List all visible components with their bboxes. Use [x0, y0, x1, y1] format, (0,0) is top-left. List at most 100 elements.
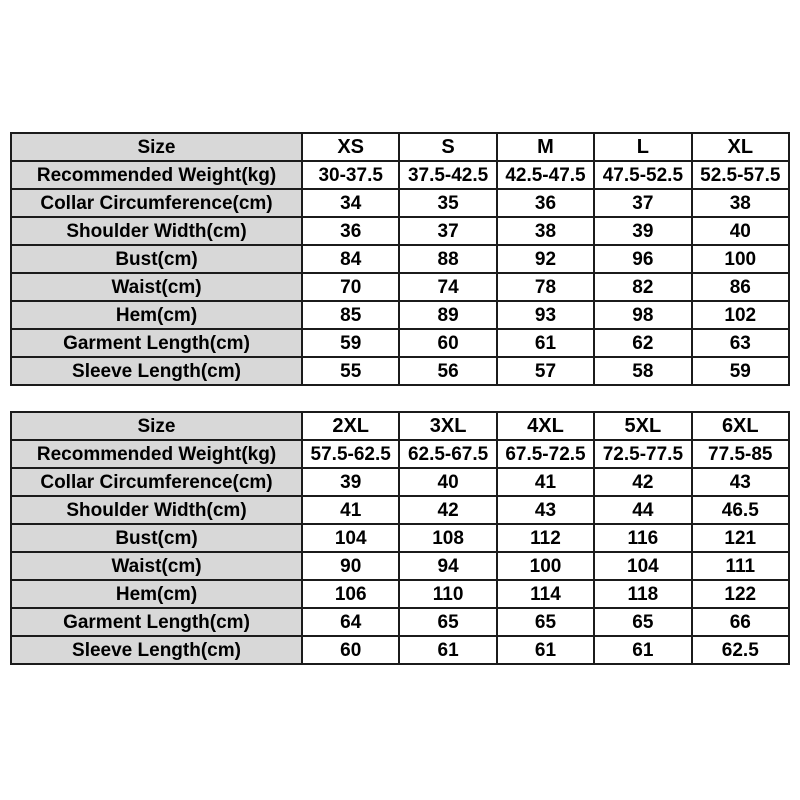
size-header-row: Size 2XL 3XL 4XL 5XL 6XL — [10, 411, 791, 441]
measurement-value: 96 — [593, 244, 693, 274]
measurement-value: 55 — [300, 356, 401, 386]
measurement-value: 60 — [398, 328, 498, 358]
measurement-row: Hem(cm) 106 110 114 118 122 — [10, 579, 791, 609]
measurement-value: 92 — [495, 244, 596, 274]
measurement-row: Recommended Weight(kg) 57.5-62.5 62.5-67.5… — [10, 439, 791, 469]
size-column-header: 3XL — [398, 411, 498, 441]
measurement-value: 41 — [495, 467, 596, 497]
measurement-label: Hem(cm) — [10, 300, 303, 330]
measurement-value: 59 — [690, 356, 791, 386]
measurement-label: Bust(cm) — [10, 244, 303, 274]
size-column-header: 2XL — [300, 411, 401, 441]
measurement-label: Waist(cm) — [10, 551, 303, 581]
measurement-value: 88 — [398, 244, 498, 274]
size-table-2xl-6xl: Size 2XL 3XL 4XL 5XL 6XL Recommended Weight(kg… — [10, 411, 791, 665]
measurement-value: 64 — [300, 607, 401, 637]
measurement-value: 62 — [593, 328, 693, 358]
measurement-value: 98 — [593, 300, 693, 330]
size-header-label: Size — [10, 411, 303, 441]
measurement-label: Waist(cm) — [10, 272, 303, 302]
measurement-label: Bust(cm) — [10, 523, 303, 553]
measurement-row: Bust(cm) 104 108 112 116 121 — [10, 523, 791, 553]
measurement-value: 56 — [398, 356, 498, 386]
size-column-header: 6XL — [690, 411, 791, 441]
measurement-value: 78 — [495, 272, 596, 302]
measurement-value: 108 — [398, 523, 498, 553]
measurement-label: Sleeve Length(cm) — [10, 635, 303, 665]
measurement-value: 46.5 — [690, 495, 791, 525]
measurement-label: Hem(cm) — [10, 579, 303, 609]
measurement-value: 104 — [593, 551, 693, 581]
size-column-header: M — [495, 132, 596, 162]
measurement-label: Shoulder Width(cm) — [10, 216, 303, 246]
measurement-row: Waist(cm) 90 94 100 104 111 — [10, 551, 791, 581]
measurement-value: 90 — [300, 551, 401, 581]
measurement-value: 36 — [495, 188, 596, 218]
measurement-label: Shoulder Width(cm) — [10, 495, 303, 525]
measurement-value: 38 — [690, 188, 791, 218]
measurement-value: 67.5-72.5 — [495, 439, 596, 469]
measurement-value: 121 — [690, 523, 791, 553]
measurement-value: 100 — [690, 244, 791, 274]
measurement-value: 59 — [300, 328, 401, 358]
size-column-header: 5XL — [593, 411, 693, 441]
size-column-header: S — [398, 132, 498, 162]
measurement-value: 94 — [398, 551, 498, 581]
measurement-value: 93 — [495, 300, 596, 330]
measurement-value: 65 — [398, 607, 498, 637]
measurement-label: Garment Length(cm) — [10, 607, 303, 637]
measurement-value: 39 — [593, 216, 693, 246]
measurement-value: 37.5-42.5 — [398, 160, 498, 190]
measurement-value: 106 — [300, 579, 401, 609]
measurement-value: 40 — [398, 467, 498, 497]
measurement-value: 47.5-52.5 — [593, 160, 693, 190]
measurement-value: 74 — [398, 272, 498, 302]
measurement-value: 61 — [495, 328, 596, 358]
measurement-label: Collar Circumference(cm) — [10, 188, 303, 218]
measurement-value: 58 — [593, 356, 693, 386]
measurement-row: Hem(cm) 85 89 93 98 102 — [10, 300, 791, 330]
measurement-value: 61 — [398, 635, 498, 665]
measurement-value: 65 — [495, 607, 596, 637]
measurement-value: 39 — [300, 467, 401, 497]
measurement-value: 102 — [690, 300, 791, 330]
measurement-label: Recommended Weight(kg) — [10, 160, 303, 190]
measurement-value: 42 — [593, 467, 693, 497]
measurement-value: 104 — [300, 523, 401, 553]
measurement-row: Shoulder Width(cm) 36 37 38 39 40 — [10, 216, 791, 246]
measurement-value: 72.5-77.5 — [593, 439, 693, 469]
measurement-value: 57.5-62.5 — [300, 439, 401, 469]
measurement-value: 34 — [300, 188, 401, 218]
measurement-label: Collar Circumference(cm) — [10, 467, 303, 497]
measurement-value: 42.5-47.5 — [495, 160, 596, 190]
measurement-value: 52.5-57.5 — [690, 160, 791, 190]
measurement-row: Sleeve Length(cm) 60 61 61 61 62.5 — [10, 635, 791, 665]
measurement-value: 122 — [690, 579, 791, 609]
measurement-value: 41 — [300, 495, 401, 525]
measurement-value: 77.5-85 — [690, 439, 791, 469]
measurement-value: 30-37.5 — [300, 160, 401, 190]
measurement-row: Waist(cm) 70 74 78 82 86 — [10, 272, 791, 302]
measurement-value: 70 — [300, 272, 401, 302]
measurement-label: Garment Length(cm) — [10, 328, 303, 358]
measurement-row: Recommended Weight(kg) 30-37.5 37.5-42.5 42… — [10, 160, 791, 190]
measurement-value: 37 — [398, 216, 498, 246]
measurement-value: 84 — [300, 244, 401, 274]
measurement-value: 57 — [495, 356, 596, 386]
measurement-row: Sleeve Length(cm) 55 56 57 58 59 — [10, 356, 791, 386]
measurement-value: 38 — [495, 216, 596, 246]
size-column-header: 4XL — [495, 411, 596, 441]
measurement-value: 61 — [593, 635, 693, 665]
measurement-value: 37 — [593, 188, 693, 218]
measurement-value: 42 — [398, 495, 498, 525]
measurement-value: 85 — [300, 300, 401, 330]
measurement-value: 62.5 — [690, 635, 791, 665]
size-column-header: XL — [690, 132, 791, 162]
measurement-value: 112 — [495, 523, 596, 553]
measurement-row: Garment Length(cm) 64 65 65 65 66 — [10, 607, 791, 637]
measurement-row: Collar Circumference(cm) 39 40 41 42 43 — [10, 467, 791, 497]
measurement-value: 66 — [690, 607, 791, 637]
measurement-value: 36 — [300, 216, 401, 246]
measurement-value: 89 — [398, 300, 498, 330]
measurement-row: Collar Circumference(cm) 34 35 36 37 38 — [10, 188, 791, 218]
